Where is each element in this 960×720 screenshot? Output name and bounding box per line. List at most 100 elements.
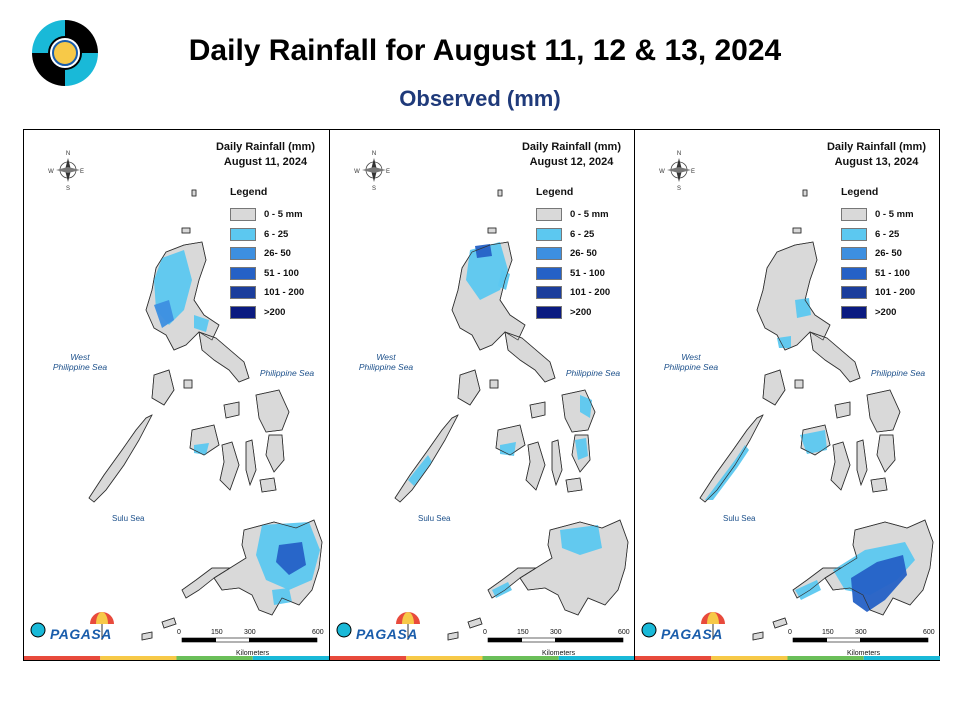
- island-leyte: [265, 434, 285, 473]
- island-outline: [830, 441, 851, 491]
- island-outline: [752, 631, 764, 641]
- panel-date: August 11, 2024: [223, 156, 308, 168]
- island-outline: [489, 379, 499, 389]
- island-samar: [255, 389, 290, 433]
- legend-swatch: [230, 306, 256, 319]
- legend-swatch: [841, 227, 867, 241]
- legend-label: >200: [264, 307, 286, 318]
- island-bohol: [565, 477, 583, 493]
- scale-bar-segment: [182, 638, 216, 642]
- legend-label: 101 - 200: [264, 287, 305, 299]
- scale-unit-label: Kilometers: [236, 650, 270, 657]
- compass-letter: E: [691, 169, 695, 175]
- island-cebu: [245, 439, 257, 486]
- page-subtitle: Observed (mm): [399, 86, 561, 111]
- pagasa-logo-icon: [336, 612, 420, 640]
- scale-tick-label: 600: [312, 629, 324, 636]
- compass-letter: E: [386, 169, 390, 175]
- rainfall-area: [194, 315, 209, 332]
- legend-label: 6 - 25: [264, 228, 289, 240]
- island-outline: [525, 441, 546, 491]
- rainfall-area: [575, 438, 588, 460]
- island-outline: [870, 477, 888, 493]
- map-group: [88, 189, 323, 641]
- compass-letter: E: [80, 169, 84, 175]
- scale-tick-label: 150: [822, 629, 834, 636]
- island-bicol: [809, 331, 861, 383]
- color-strip: [635, 656, 940, 660]
- logo-circle: [336, 622, 352, 638]
- rainfall-area: [276, 542, 306, 575]
- rainfall-area: [580, 395, 592, 418]
- philippine-sea-label: Philippine Sea: [259, 368, 315, 378]
- legend-label: 51 - 100: [875, 267, 910, 279]
- scale-tick-label: 150: [211, 629, 223, 636]
- island-outline: [183, 379, 193, 389]
- dost-logo: [32, 20, 98, 86]
- scale-bar-segment: [488, 638, 522, 642]
- legend-title: Legend: [841, 186, 879, 198]
- umbrella-inner: [402, 612, 414, 624]
- compass-letter: W: [48, 169, 54, 175]
- map-svg: N S W E: [635, 151, 940, 660]
- strip-segment: [100, 656, 177, 660]
- scale-tick-label: 150: [517, 629, 529, 636]
- island-outline: [856, 439, 868, 487]
- island-samar: [866, 389, 901, 433]
- rainfall-area: [777, 336, 791, 348]
- legend-swatch: [230, 266, 256, 280]
- island-outline: [198, 331, 250, 383]
- sulu-sea-label: Sulu Sea: [723, 514, 756, 523]
- scale-tick-label: 600: [618, 629, 630, 636]
- scale-tick-label: 0: [177, 629, 181, 636]
- strip-segment: [252, 656, 329, 660]
- island-cebu: [551, 439, 563, 486]
- island-outline: [866, 389, 901, 433]
- west-philippine-sea-label: West Philippine Sea: [52, 352, 108, 372]
- compass-letter: N: [372, 151, 376, 157]
- compass-letter: S: [677, 186, 681, 192]
- island-outline: [255, 389, 290, 433]
- island-outline: [447, 631, 459, 641]
- island-marinduque: [794, 379, 804, 389]
- island-outline: [762, 369, 786, 406]
- scale-bar-segment: [860, 638, 928, 642]
- scale-bar: [181, 637, 318, 643]
- scale-tick-label: 300: [855, 629, 867, 636]
- scale-bar: [487, 637, 624, 643]
- strip-segment: [711, 656, 788, 660]
- compass-letter: N: [66, 151, 70, 157]
- island-bicol: [504, 331, 556, 383]
- panel-title: Daily Rainfall (mm) August 12, 2024: [522, 140, 621, 170]
- panel-title: Daily Rainfall (mm) August 13, 2024: [827, 140, 926, 170]
- map-svg: N S W E: [24, 151, 329, 660]
- legend-label: 6 - 25: [875, 228, 900, 240]
- legend-label: 26- 50: [570, 248, 597, 260]
- rainfall-area: [492, 582, 512, 598]
- philippine-sea-label: Philippine Sea: [565, 368, 621, 378]
- compass-letter: W: [659, 169, 665, 175]
- strip-segment: [482, 656, 559, 660]
- island-outline: [457, 369, 481, 406]
- compass-needle-ew: [362, 167, 386, 173]
- island-outline: [245, 439, 257, 487]
- compass-letter: S: [372, 186, 376, 192]
- island-babuyan: [792, 227, 802, 234]
- philippine-sea-label: Philippine Sea: [870, 368, 926, 378]
- island-outline: [792, 567, 843, 599]
- island-outline: [756, 241, 831, 351]
- island-outline: [529, 401, 546, 419]
- island-outline: [161, 617, 177, 629]
- legend-swatch: [230, 208, 256, 221]
- island-outline: [467, 617, 483, 629]
- island-outline: [551, 439, 563, 487]
- scale-unit-label: Kilometers: [847, 650, 881, 657]
- island-outline: [834, 401, 851, 419]
- island-bicol: [198, 331, 250, 383]
- rainfall-area: [475, 244, 492, 258]
- compass-rose-icon: N S W E: [48, 151, 84, 192]
- umbrella-inner: [96, 612, 108, 624]
- scale-bar: [792, 637, 929, 643]
- island-outline: [141, 631, 153, 641]
- legend-label: 26- 50: [875, 248, 902, 260]
